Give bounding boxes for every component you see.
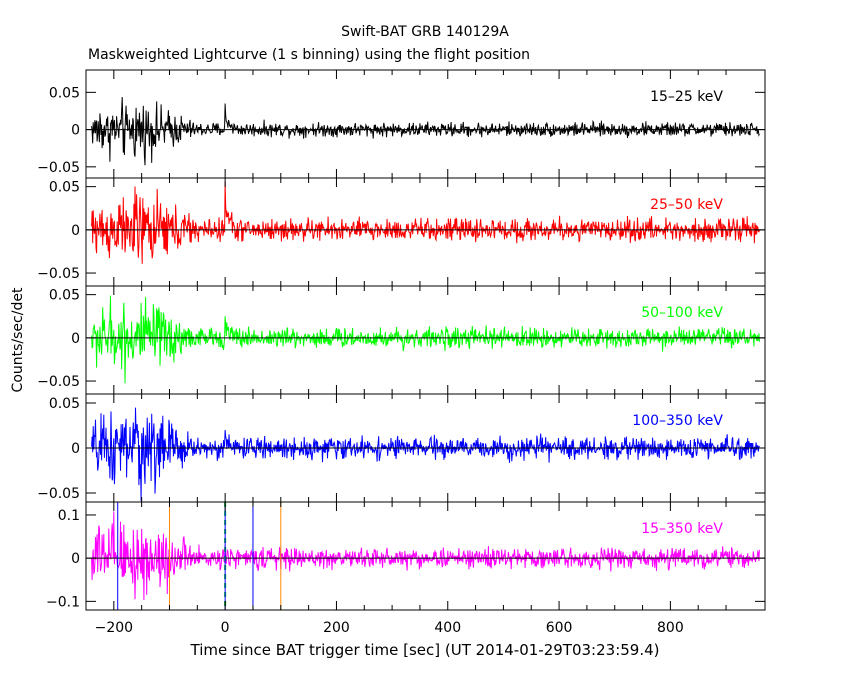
y-tick-label-0-2: 0.05 <box>49 85 80 101</box>
x-tick-label-1: 0 <box>221 620 230 636</box>
x-tick-label-3: 400 <box>434 620 461 636</box>
band-label-4: 15–350 keV <box>641 521 723 537</box>
y-tick-label-4-1: 0 <box>71 551 80 567</box>
y-tick-label-2-0: −0.05 <box>37 374 80 390</box>
series-line-0 <box>91 96 760 166</box>
y-tick-label-0-1: 0 <box>71 123 80 139</box>
chart-title: Swift-BAT GRB 140129A <box>341 24 509 40</box>
y-tick-label-1-1: 0 <box>71 223 80 239</box>
series-line-2 <box>91 295 760 384</box>
band-label-1: 25–50 keV <box>650 197 723 213</box>
x-tick-label-5: 800 <box>657 620 684 636</box>
series-line-3 <box>91 407 760 501</box>
x-tick-label-4: 600 <box>546 620 573 636</box>
y-tick-label-2-2: 0.05 <box>49 288 80 304</box>
band-label-2: 50–100 keV <box>641 305 723 321</box>
chart-subtitle: Maskweighted Lightcurve (1 s binning) us… <box>88 47 530 63</box>
series-line-1 <box>91 181 760 264</box>
y-tick-label-1-2: 0.05 <box>49 180 80 196</box>
band-label-0: 15–25 keV <box>650 89 723 105</box>
y-tick-label-4-0: −0.1 <box>46 594 80 610</box>
x-tick-label-2: 200 <box>323 620 350 636</box>
y-tick-label-3-2: 0.05 <box>49 396 80 412</box>
panel-frame-0 <box>85 69 766 179</box>
band-label-3: 100–350 keV <box>632 413 723 429</box>
y-tick-label-2-1: 0 <box>71 331 80 347</box>
panels-group: −0.05 0 0.05 15–25 keV −0.05 0 0.05 25–50 keV −0… <box>37 69 766 636</box>
x-axis-label: Time since BAT trigger time [sec] (UT 20… <box>190 641 660 659</box>
series-line-4 <box>91 511 760 601</box>
y-axis-label: Counts/sec/det <box>10 287 26 392</box>
y-tick-label-1-0: −0.05 <box>37 266 80 282</box>
panel-frame-4 <box>85 501 766 611</box>
y-tick-label-0-0: −0.05 <box>37 160 80 176</box>
y-tick-label-3-1: 0 <box>71 441 80 457</box>
y-tick-label-3-0: −0.05 <box>37 486 80 502</box>
y-tick-label-4-2: 0.1 <box>58 508 80 524</box>
x-tick-label-0: −200 <box>95 620 133 636</box>
